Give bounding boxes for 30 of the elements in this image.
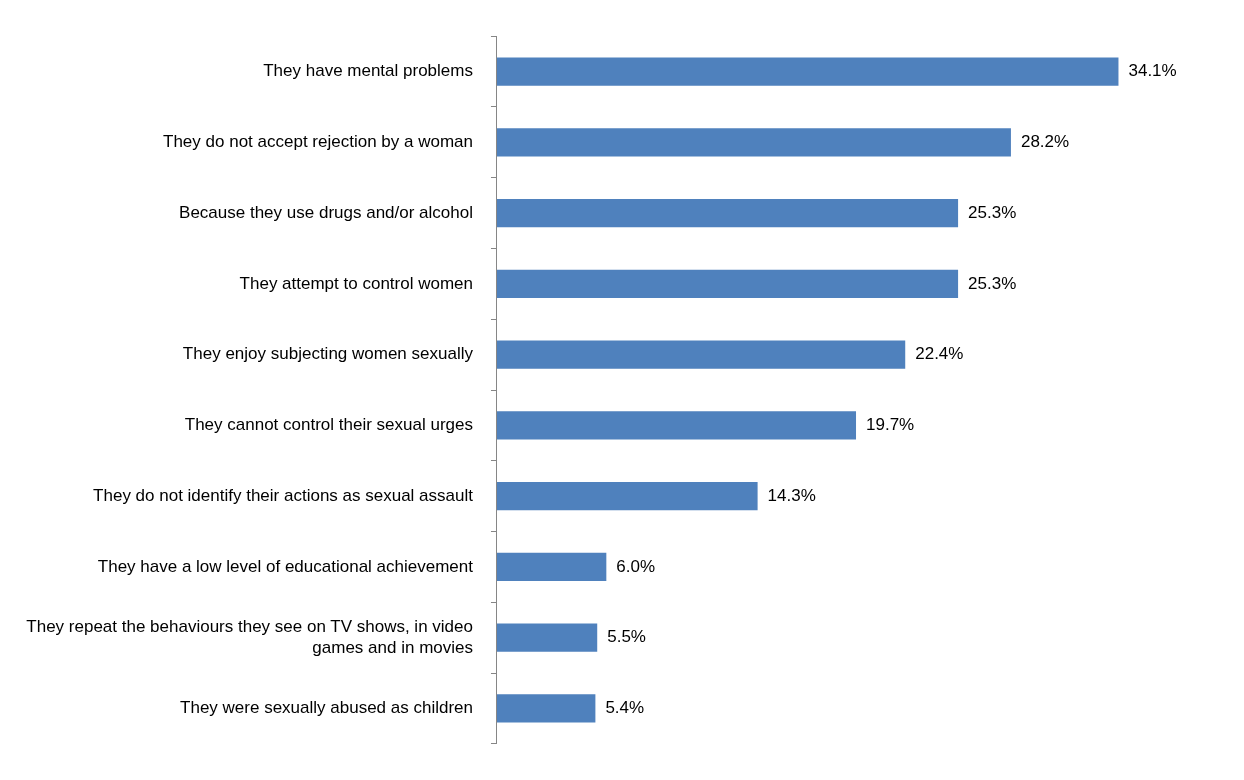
y-tick-label: They cannot control their sexual urges [184,415,473,435]
bar [496,552,607,582]
bar [496,623,598,652]
y-tick-label: They were sexually abused as children [180,698,473,718]
data-label: 6.0% [616,556,656,576]
data-label: 19.7% [866,415,915,435]
bar [496,269,959,299]
bar [496,128,1011,157]
y-tick-label: They have a low level of educational achievement [97,556,474,576]
y-tick-label: Because they use drugs and/or alcohol [179,202,473,222]
data-label: 34.1% [1128,61,1177,81]
data-label: 28.2% [1020,132,1070,152]
data-label: 5.4% [605,698,645,718]
data-label: 22.4% [915,344,964,364]
y-tick-label: They repeat the behaviours they see on TV shows, in video games and in movies [26,617,473,657]
y-tick-label: They do not identify their actions as sexual assault [93,485,474,505]
data-label: 5.5% [607,627,646,647]
bar [496,198,959,228]
bar [496,694,596,723]
bar [496,481,758,511]
data-label: 25.3% [968,202,1017,222]
y-tick-label: They do not accept rejection by a woman [163,132,473,152]
bar [496,57,1119,86]
bar [496,340,906,369]
data-label: 25.3% [968,273,1017,293]
y-tick-label: They have mental problems [263,61,473,81]
y-tick-label: They attempt to control women [239,273,473,293]
data-label: 14.3% [767,485,816,505]
bar [496,411,857,440]
y-tick-label: They enjoy subjecting women sexually [182,344,474,364]
